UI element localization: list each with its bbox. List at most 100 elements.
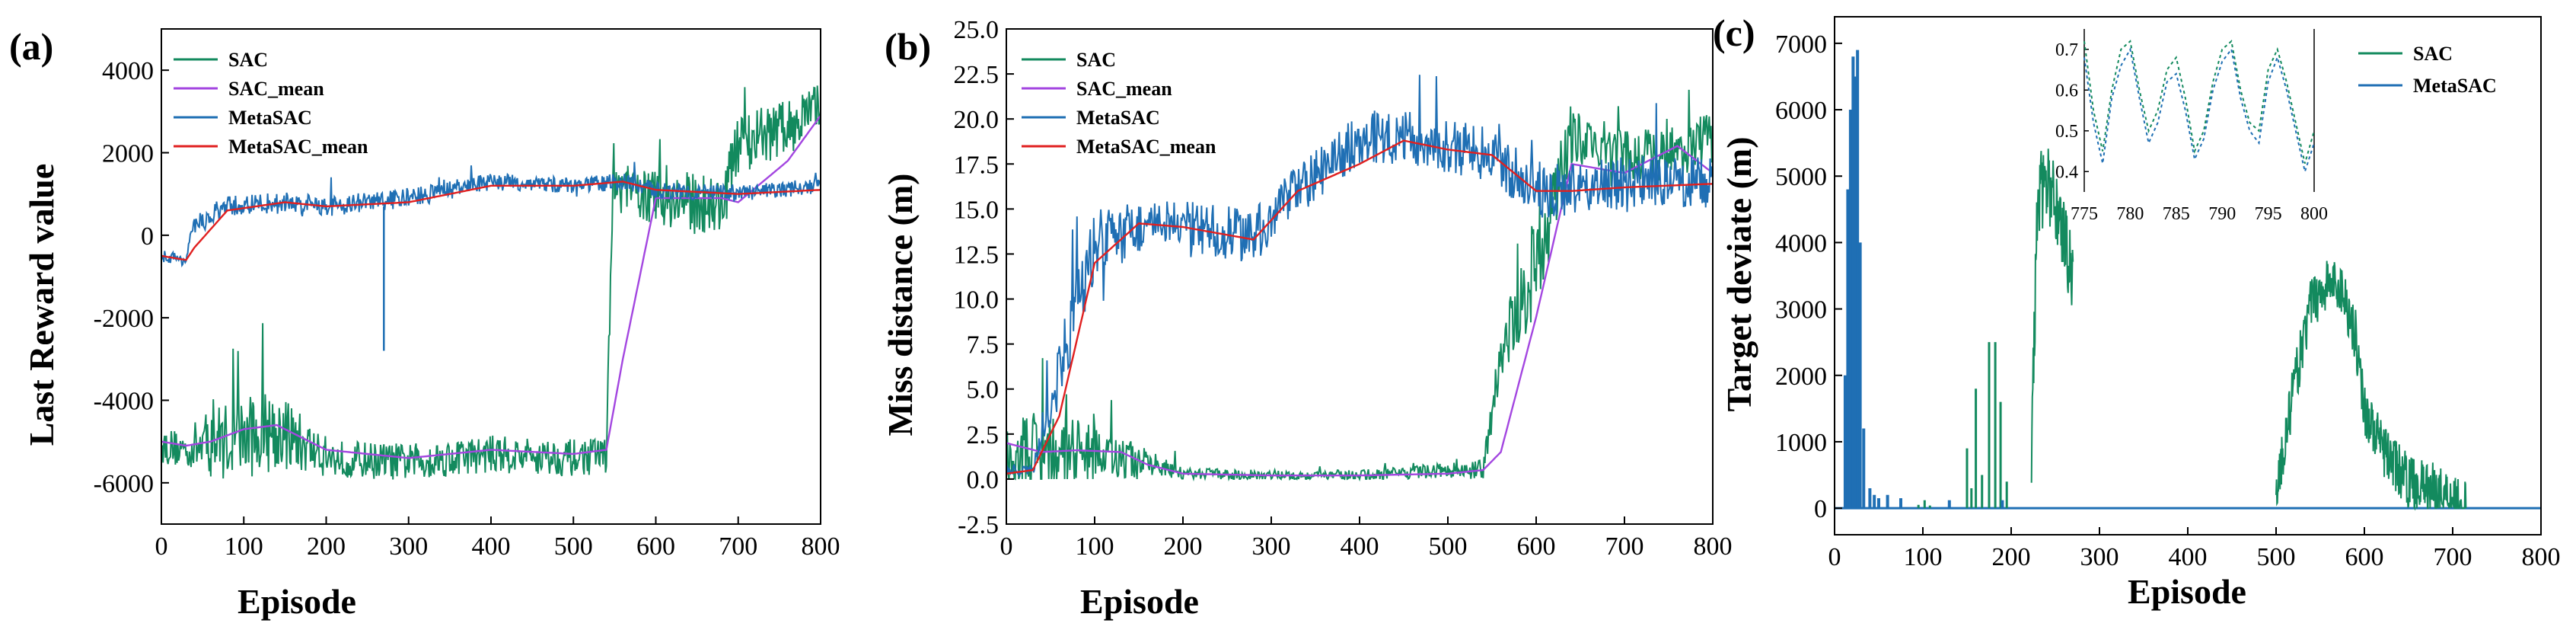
- legend-label-metasac-mean: MetaSAC_mean: [1076, 136, 1216, 158]
- inset-y-tick-label: 0.5: [2055, 122, 2078, 142]
- inset-y-tick-label: 0.7: [2055, 40, 2078, 60]
- x-tick-label: 200: [1164, 532, 1203, 561]
- panel-a-label: (a): [9, 25, 53, 68]
- inset-series-sac: [2083, 40, 2315, 164]
- legend-label-sac-mean: SAC_mean: [228, 78, 324, 100]
- x-tick-label: 300: [2080, 543, 2119, 571]
- plot-area-2: [1835, 50, 2541, 511]
- inset-x-tick-label: 780: [2116, 204, 2144, 224]
- legend-label-sac: SAC: [1076, 49, 1116, 71]
- y-tick-label: 2000: [1775, 363, 1827, 391]
- series-line-metasac-mean: [1006, 139, 1714, 475]
- series-burst-sac: [2275, 261, 2467, 511]
- y-tick-label: 20.0: [954, 106, 999, 134]
- y-tick-label: 3000: [1775, 296, 1827, 324]
- x-tick-label: 600: [2345, 543, 2384, 571]
- panel-b-ylabel: Miss distance (m): [881, 174, 920, 436]
- y-tick-label: -2.5: [958, 511, 999, 539]
- panel-b-xlabel: Episode: [1080, 582, 1199, 621]
- x-tick-label: 800: [802, 532, 840, 561]
- x-tick-label: 0: [155, 532, 168, 561]
- legend-label-sac-mean: SAC_mean: [1076, 78, 1172, 100]
- y-tick-label: 22.5: [954, 61, 999, 89]
- y-tick-label: 5.0: [967, 376, 999, 404]
- y-tick-label: 4000: [102, 57, 154, 85]
- inset-x-tick-label: 800: [2300, 204, 2328, 224]
- inset-y-tick-label: 0.4: [2055, 162, 2078, 182]
- series-line-metasac-mean: [161, 181, 821, 261]
- x-tick-label: 200: [1992, 543, 2031, 571]
- x-tick-label: 0: [1828, 543, 1841, 571]
- x-tick-label: 500: [1429, 532, 1468, 561]
- x-tick-label: 500: [2257, 543, 2296, 571]
- panel-a-xlabel: Episode: [238, 582, 356, 621]
- y-tick-label: 2000: [102, 140, 154, 168]
- series-line-sac-mean: [1006, 145, 1714, 477]
- series-line-metasac: [1006, 75, 1714, 478]
- y-tick-label: 6000: [1775, 97, 1827, 125]
- x-tick-label: 400: [1341, 532, 1379, 561]
- y-tick-label: 4000: [1775, 229, 1827, 257]
- x-tick-label: 800: [2522, 543, 2561, 571]
- y-tick-label: -4000: [94, 388, 154, 416]
- series-line-metasac: [161, 161, 821, 268]
- x-tick-label: 400: [2169, 543, 2208, 571]
- panel-c-label: (c): [1713, 11, 1755, 54]
- panel-a: (a) Episode Last Reward value 0 100 200 300…: [9, 25, 840, 621]
- y-tick-label: 5000: [1775, 163, 1827, 191]
- inset-x-tick-label: 775: [2071, 204, 2098, 224]
- y-tick-label: 10.0: [954, 286, 999, 315]
- x-tick-label: 400: [472, 532, 511, 561]
- series-burst-sac: [2030, 149, 2074, 483]
- y-tick-label: 7000: [1775, 30, 1827, 59]
- y-tick-label: 15.0: [954, 196, 999, 224]
- y-tick-label: -6000: [94, 470, 154, 498]
- y-tick-label: 0.0: [967, 466, 999, 494]
- legend-label-sac: SAC: [228, 49, 268, 71]
- x-tick-label: 500: [554, 532, 593, 561]
- panel-c-ylabel: Target deviate (m): [1720, 136, 1758, 411]
- y-tick-label: 2.5: [967, 421, 999, 449]
- y-tick-label: 1000: [1775, 429, 1827, 457]
- x-tick-label: 100: [1076, 532, 1114, 561]
- legend-label-metasac: MetaSAC: [2413, 75, 2497, 97]
- x-tick-label: 200: [307, 532, 346, 561]
- x-tick-label: 800: [1694, 532, 1733, 561]
- plot-area-0: [161, 85, 821, 480]
- inset-x-tick-label: 790: [2208, 204, 2236, 224]
- inset-x-tick-label: 795: [2255, 204, 2282, 224]
- y-tick-label: 0: [1814, 495, 1827, 523]
- y-tick-label: -2000: [94, 305, 154, 333]
- inset-series-metasac: [2083, 46, 2315, 174]
- legend-label-sac: SAC: [2413, 43, 2453, 65]
- panel-c-xlabel: Episode: [2128, 572, 2246, 611]
- y-tick-label: 0: [141, 222, 154, 251]
- x-tick-label: 700: [719, 532, 757, 561]
- series-line-sac-mean: [161, 115, 821, 459]
- series-line-sac: [1006, 89, 1714, 482]
- inset-y-tick-label: 0.6: [2055, 81, 2078, 101]
- x-tick-label: 300: [389, 532, 428, 561]
- x-tick-label: 600: [636, 532, 675, 561]
- y-tick-label: 25.0: [954, 16, 999, 44]
- x-tick-label: 0: [1000, 532, 1013, 561]
- panel-b: (b) Episode Miss distance (m) 0 100 200 300…: [881, 16, 1733, 621]
- x-tick-label: 600: [1517, 532, 1556, 561]
- panel-b-label: (b): [885, 25, 931, 68]
- y-tick-label: 12.5: [954, 241, 999, 269]
- y-tick-label: 7.5: [967, 331, 999, 360]
- panel-c: (c) Episode Target deviate (m) 0 100 200 30…: [1713, 11, 2561, 611]
- x-tick-label: 300: [1252, 532, 1291, 561]
- legend-label-metasac-mean: MetaSAC_mean: [228, 136, 368, 158]
- y-tick-label: 17.5: [954, 151, 999, 179]
- inset-plot: 775 780 785 790 795 800 0.4 0.5 0.6 0.7: [2055, 29, 2328, 224]
- x-tick-label: 700: [2434, 543, 2472, 571]
- x-tick-label: 100: [1904, 543, 1943, 571]
- legend-label-metasac: MetaSAC: [1076, 107, 1160, 129]
- inset-x-tick-label: 785: [2163, 204, 2190, 224]
- x-tick-label: 700: [1605, 532, 1644, 561]
- legend-label-metasac: MetaSAC: [228, 107, 312, 129]
- x-tick-label: 100: [225, 532, 263, 561]
